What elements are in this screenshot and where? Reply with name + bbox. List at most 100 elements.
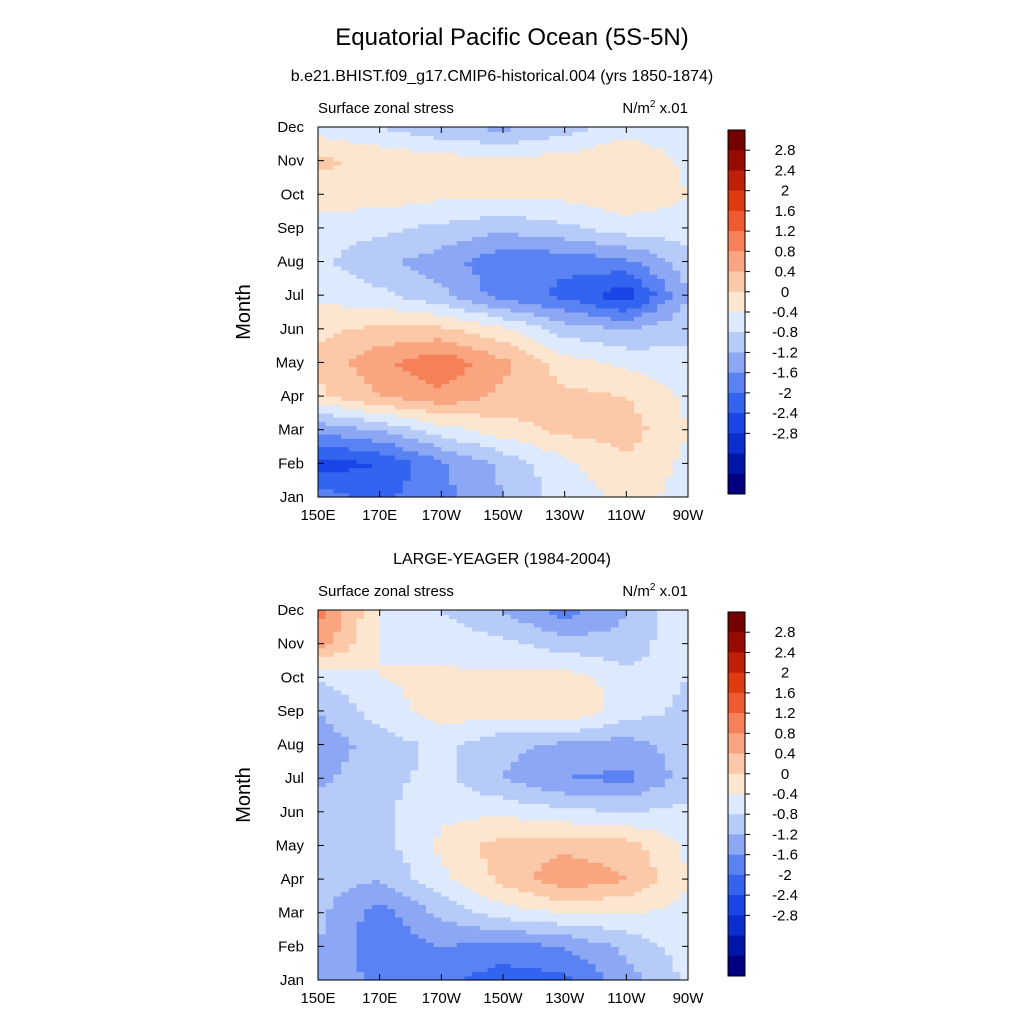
- field-cell: [325, 139, 335, 145]
- field-cell: [371, 354, 381, 359]
- field-cell: [472, 417, 481, 422]
- field-cell: [541, 421, 550, 427]
- field-cell: [549, 933, 558, 939]
- field-cell: [348, 202, 358, 208]
- field-cell: [587, 227, 597, 233]
- field-cell: [587, 480, 597, 485]
- field-cell: [680, 366, 689, 372]
- field-cell: [626, 442, 635, 448]
- field-cell: [556, 396, 566, 401]
- field-cell: [472, 274, 481, 279]
- field-cell: [549, 236, 558, 242]
- field-cell: [503, 450, 512, 456]
- field-cell: [618, 333, 627, 338]
- field-cell: [672, 278, 681, 284]
- field-cell: [433, 488, 442, 494]
- field-cell: [587, 937, 597, 943]
- field-cell: [618, 391, 627, 397]
- field-cell: [387, 345, 396, 351]
- field-cell: [549, 206, 558, 212]
- field-cell: [556, 480, 566, 485]
- field-cell: [526, 307, 535, 313]
- field-cell: [341, 354, 350, 359]
- field-cell: [387, 421, 396, 427]
- field-cell: [634, 211, 643, 216]
- field-cell: [595, 492, 604, 498]
- field-cell: [580, 232, 589, 237]
- field-cell: [410, 925, 419, 931]
- field-cell: [587, 282, 597, 288]
- field-cell: [325, 206, 335, 212]
- field-cell: [503, 295, 512, 300]
- field-cell: [657, 257, 666, 263]
- field-cell: [318, 425, 327, 431]
- field-cell: [410, 446, 419, 452]
- field-cell: [418, 139, 427, 145]
- field-cell: [487, 337, 496, 343]
- field-cell: [503, 198, 512, 204]
- field-cell: [526, 232, 535, 237]
- field-cell: [580, 333, 589, 338]
- field-cell: [356, 454, 365, 460]
- field-cell: [456, 345, 466, 351]
- field-cell: [503, 253, 512, 258]
- field-cell: [356, 215, 365, 221]
- field-cell: [387, 463, 396, 469]
- field-cell: [441, 429, 450, 435]
- field-cell: [341, 177, 350, 183]
- field-cell: [348, 223, 358, 229]
- field-cell: [556, 227, 566, 233]
- field-cell: [664, 408, 674, 414]
- field-cell: [456, 366, 466, 372]
- field-cell: [626, 223, 635, 229]
- field-cell: [418, 425, 427, 431]
- field-cell: [533, 269, 543, 275]
- field-cell: [518, 202, 527, 208]
- field-cell: [487, 295, 496, 300]
- field-cell: [533, 274, 543, 279]
- field-cell: [371, 950, 381, 956]
- field-cell: [379, 223, 388, 229]
- field-cell: [325, 467, 335, 473]
- field-cell: [626, 937, 635, 943]
- field-cell: [472, 131, 481, 136]
- field-cell: [526, 227, 535, 233]
- field-cell: [672, 345, 681, 351]
- field-cell: [510, 963, 520, 968]
- field-cell: [387, 227, 396, 233]
- field-cell: [387, 475, 396, 481]
- field-cell: [333, 971, 342, 977]
- field-cell: [333, 379, 342, 385]
- field-cell: [503, 345, 512, 351]
- field-cell: [379, 429, 388, 435]
- field-cell: [603, 307, 612, 313]
- field-cell: [603, 475, 612, 481]
- field-cell: [595, 265, 604, 271]
- field-cell: [680, 278, 689, 284]
- field-cell: [595, 152, 604, 158]
- field-cell: [418, 143, 427, 149]
- colorbar-label: 2.8: [775, 142, 796, 159]
- field-cell: [487, 152, 496, 158]
- field-cell: [580, 488, 589, 494]
- field-cell: [664, 286, 674, 292]
- field-cell: [580, 433, 589, 439]
- field-cell: [387, 379, 396, 385]
- field-cell: [410, 127, 419, 132]
- colorbar-label: 0.4: [775, 264, 796, 281]
- field-cell: [680, 429, 689, 435]
- field-cell: [556, 438, 566, 443]
- field-cell: [464, 127, 473, 132]
- field-cell: [318, 185, 327, 191]
- field-cell: [664, 244, 674, 250]
- field-cell: [379, 333, 388, 338]
- field-cell: [318, 921, 327, 926]
- field-cell: [595, 190, 604, 195]
- field-cell: [549, 454, 558, 460]
- field-cell: [549, 971, 558, 977]
- field-cell: [533, 387, 543, 393]
- field-cell: [410, 391, 419, 397]
- field-cell: [595, 185, 604, 191]
- field-cell: [618, 375, 627, 380]
- field-cell: [487, 328, 496, 334]
